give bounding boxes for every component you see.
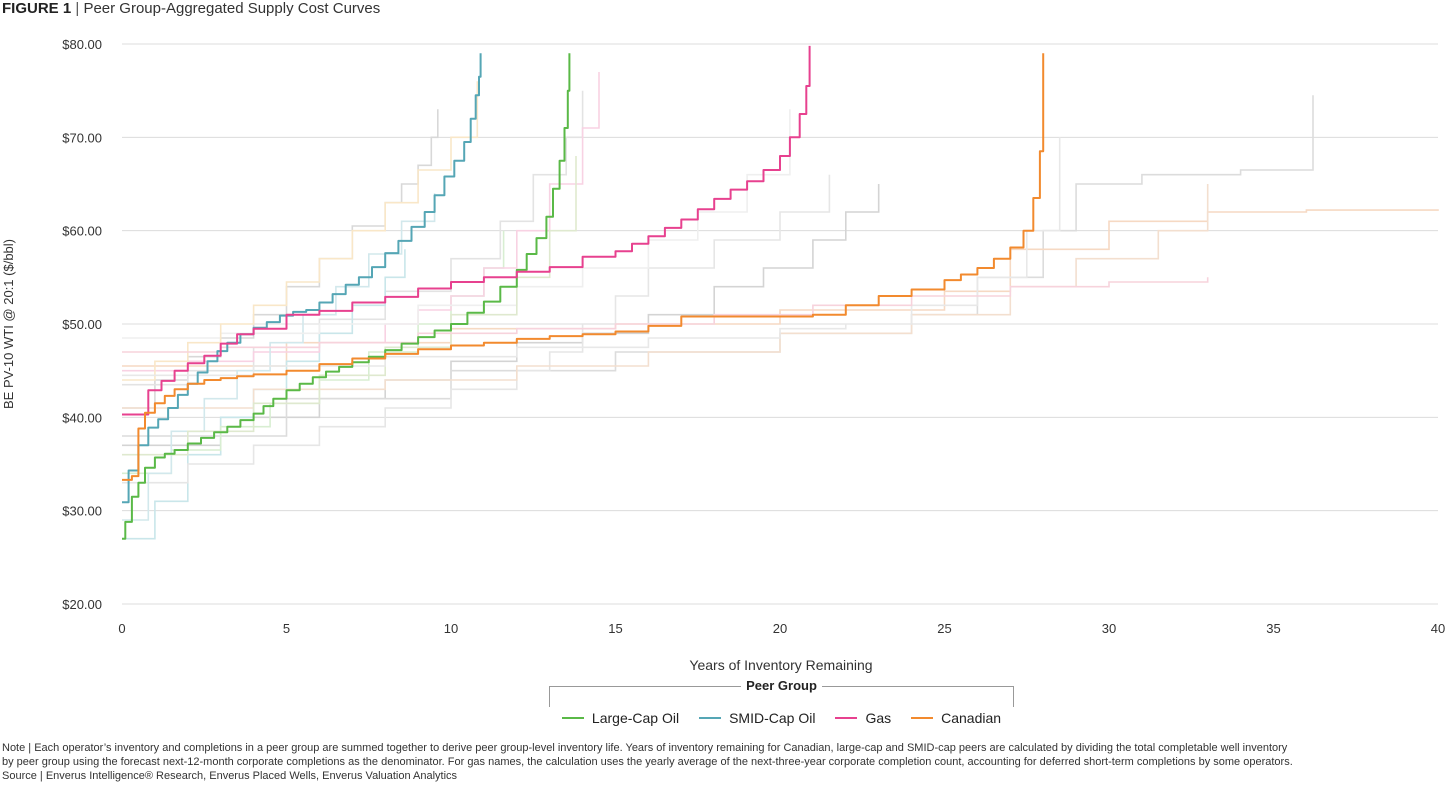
background-curve <box>122 249 406 540</box>
y-tick-label: $40.00 <box>62 410 102 425</box>
legend-item-canadian[interactable]: Canadian <box>911 709 1001 727</box>
x-tick-label: 0 <box>118 621 125 636</box>
x-tick-label: 25 <box>937 621 951 636</box>
background-curve <box>122 174 831 484</box>
x-tick-label: 5 <box>283 621 290 636</box>
background-curve <box>122 137 1061 377</box>
series-line-gas <box>122 45 811 416</box>
background-curve <box>122 72 600 372</box>
x-axis-ticks: 0 5 10 15 20 25 30 35 40 <box>118 621 1445 636</box>
legend-item-smid-cap-oil[interactable]: SMID-Cap Oil <box>699 709 815 727</box>
legend-label: SMID-Cap Oil <box>729 710 816 726</box>
legend-label: Large-Cap Oil <box>591 710 680 726</box>
figure-notes: Note | Each operator’s inventory and com… <box>2 741 1448 783</box>
peer-group-series <box>122 45 1045 540</box>
series-line-smid-cap-oil <box>122 53 482 504</box>
legend-swatch-smid-cap-oil <box>699 717 722 719</box>
y-axis-ticks: $20.00 $30.00 $40.00 $50.00 $60.00 $70.00 $80.… <box>62 37 102 612</box>
legend-item-large-cap-oil[interactable]: Large-Cap Oil <box>561 709 680 727</box>
legend-label: Canadian <box>941 710 1002 726</box>
y-tick-label: $30.00 <box>62 504 102 519</box>
figure-title-text: Peer Group-Aggregated Supply Cost Curves <box>83 0 381 17</box>
series-line-large-cap-oil <box>122 53 571 540</box>
background-curve <box>122 156 577 456</box>
x-tick-label: 15 <box>608 621 622 636</box>
x-tick-label: 10 <box>444 621 458 636</box>
series-line-canadian <box>122 53 1045 481</box>
legend-item-gas[interactable]: Gas <box>835 709 891 727</box>
background-operator-curves <box>122 72 1439 540</box>
x-tick-label: 35 <box>1266 621 1280 636</box>
legend-frame: Peer Group <box>549 678 1014 707</box>
figure-title-separator: | <box>75 0 80 17</box>
background-curve <box>122 109 791 339</box>
x-tick-label: 20 <box>773 621 787 636</box>
background-curve <box>122 277 1209 353</box>
background-curve <box>122 109 439 409</box>
legend-swatch-large-cap-oil <box>561 717 584 719</box>
x-axis-label: Years of Inventory Remaining <box>689 657 872 673</box>
background-curve <box>122 81 479 381</box>
y-tick-label: $60.00 <box>62 224 102 239</box>
source-line: Source | Enverus Intelligence® Research,… <box>2 770 458 782</box>
note-line-1: Note | Each operator’s inventory and com… <box>2 742 1288 754</box>
legend-swatch-canadian <box>911 717 934 719</box>
y-tick-label: $20.00 <box>62 597 102 612</box>
y-axis-label: BE PV-10 WTI @ 20:1 ($/bbl) <box>1 239 16 409</box>
x-tick-label: 40 <box>1431 621 1445 636</box>
legend-title: Peer Group <box>741 678 822 693</box>
figure-title: FIGURE 1 | Peer Group-Aggregated Supply … <box>2 0 380 17</box>
legend-label: Gas <box>865 710 892 726</box>
note-line-2: by peer group using the forecast next-12… <box>2 756 1293 768</box>
x-tick-label: 30 <box>1102 621 1116 636</box>
legend-swatch-gas <box>835 717 858 719</box>
legend: Large-Cap Oil SMID-Cap Oil Gas Canadian <box>549 709 1014 727</box>
chart-gridlines <box>122 43 1438 605</box>
figure-number: FIGURE 1 <box>2 0 72 17</box>
y-tick-label: $70.00 <box>62 130 102 145</box>
y-tick-label: $80.00 <box>62 37 102 52</box>
y-tick-label: $50.00 <box>62 317 102 332</box>
